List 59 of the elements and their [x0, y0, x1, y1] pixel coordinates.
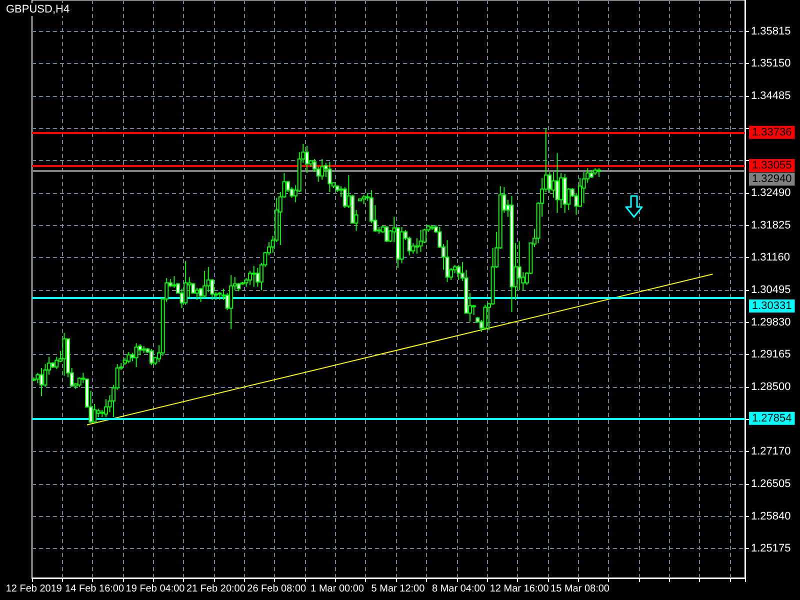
y-tick-label: 1.29165 — [751, 348, 791, 361]
candlestick — [39, 367, 44, 397]
y-tick-label: 1.31825 — [751, 219, 791, 232]
y-tick-label: 1.31160 — [751, 252, 790, 264]
candlestick — [362, 194, 366, 205]
y-tick-label: 1.26505 — [751, 478, 791, 490]
x-tick-label: 26 Feb 08:00 — [247, 584, 307, 594]
candlestick — [551, 172, 556, 198]
candlestick — [184, 260, 188, 306]
candlestick — [517, 240, 522, 291]
ref-line-label: 1.30331 — [752, 300, 792, 312]
y-tick-label: 1.25175 — [751, 542, 791, 555]
y-tick-label: 1.34485 — [751, 90, 791, 102]
x-tick-label: 15 Mar 08:00 — [550, 584, 610, 594]
x-tick-label: 8 Mar 04:00 — [432, 584, 486, 594]
x-tick-label: 21 Feb 20:00 — [186, 584, 246, 594]
candlestick — [229, 274, 234, 330]
candlestick — [483, 304, 488, 331]
x-tick-label: 12 Feb 2019 — [6, 584, 62, 594]
y-tick-label: 1.30495 — [751, 284, 791, 296]
candlestick — [134, 342, 138, 368]
candlestick — [328, 161, 332, 193]
candlestick — [582, 172, 586, 204]
ref-line-label: 1.27854 — [752, 412, 792, 424]
candlestick — [248, 270, 252, 286]
y-tick-label: 1.25840 — [751, 510, 791, 522]
candlestick — [320, 158, 324, 180]
candlestick — [472, 304, 476, 316]
y-tick-label: 1.28500 — [751, 380, 791, 393]
candlestick — [304, 145, 309, 174]
x-tick-label: 1 Mar 00:00 — [310, 584, 364, 594]
candlestick — [256, 267, 260, 288]
candlestick — [126, 351, 131, 364]
ref-line-label: 1.32940 — [752, 173, 792, 186]
chart-title: GBPUSD,H4 — [6, 4, 70, 16]
candlestick — [92, 403, 97, 424]
candlestick — [202, 270, 207, 298]
x-tick-label: 19 Feb 04:00 — [126, 584, 186, 594]
candlestick — [384, 226, 389, 243]
candlestick — [36, 372, 40, 384]
ref-line-label: 1.33055 — [752, 160, 792, 172]
candlestick — [252, 265, 256, 288]
candlestick — [445, 240, 450, 282]
candlestick — [62, 332, 66, 376]
y-tick-label: 1.35150 — [751, 58, 791, 70]
candlestick — [456, 264, 461, 281]
x-tick-label: 12 Mar 16:00 — [490, 584, 550, 594]
y-tick-label: 1.29830 — [751, 316, 791, 328]
x-tick-label: 5 Mar 12:00 — [371, 584, 426, 594]
candlestick — [194, 287, 199, 300]
candlestick — [149, 348, 154, 366]
y-tick-label: 1.27170 — [751, 446, 791, 458]
candlestick — [418, 229, 423, 252]
x-tick-label: 14 Feb 16:00 — [65, 584, 124, 594]
candlestick — [77, 376, 82, 388]
y-tick-label: 1.35815 — [751, 25, 791, 38]
y-tick-label: 1.32490 — [751, 186, 791, 199]
candlestick — [104, 398, 108, 418]
ref-line-label: 1.33736 — [752, 126, 792, 138]
